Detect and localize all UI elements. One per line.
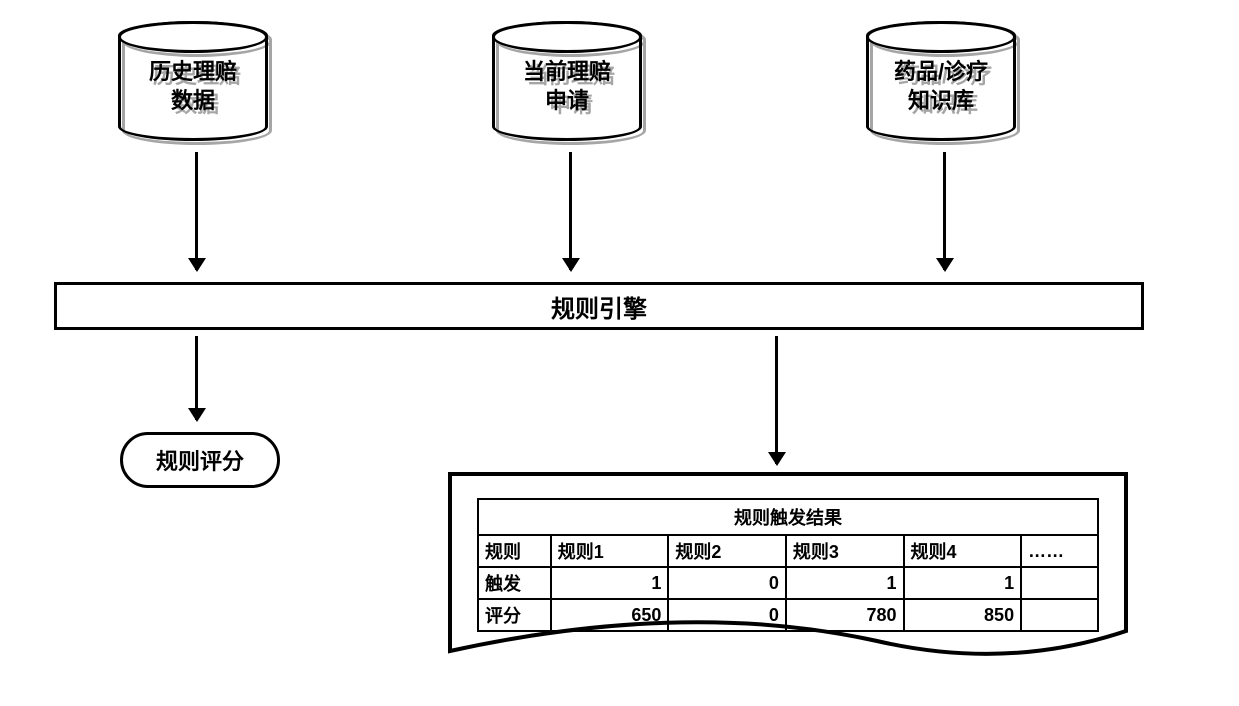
col-header: 规则: [478, 535, 551, 567]
cyl-line: 历史理赔: [149, 58, 237, 87]
rules-engine-box: 规则引擎: [54, 282, 1144, 330]
result-table-title: 规则触发结果: [477, 498, 1099, 534]
cylinder-label: 药品/诊疗 知识库: [894, 58, 988, 115]
col-header: 规则3: [786, 535, 904, 567]
cylinder-label: 历史理赔 数据: [149, 58, 237, 115]
cyl-line: 当前理赔: [523, 58, 611, 87]
table-row: 评分 650 0 780 850: [478, 599, 1098, 631]
cylinder-label: 当前理赔 申请: [523, 58, 611, 115]
col-header: ……: [1021, 535, 1098, 567]
col-header: 规则1: [551, 535, 669, 567]
row-label: 触发: [478, 567, 551, 599]
cylinder-current-claim: 当前理赔 申请: [492, 21, 642, 141]
row-label: 评分: [478, 599, 551, 631]
result-table-container: 规则触发结果 规则 规则1 规则2 规则3 规则4 …… 触发 1 0 1 1 …: [477, 498, 1099, 534]
col-header: 规则4: [904, 535, 1022, 567]
col-header: 规则2: [668, 535, 786, 567]
rules-engine-label: 规则引擎: [551, 289, 647, 324]
cell: 1: [551, 567, 669, 599]
table-row: 触发 1 0 1 1: [478, 567, 1098, 599]
result-table: 规则 规则1 规则2 规则3 规则4 …… 触发 1 0 1 1 评分 650 …: [477, 534, 1099, 632]
cell: 850: [904, 599, 1022, 631]
cell: 780: [786, 599, 904, 631]
cell: 650: [551, 599, 669, 631]
cell: 0: [668, 599, 786, 631]
cylinder-historical-data: 历史理赔 数据: [118, 21, 268, 141]
pill-label: 规则评分: [156, 444, 244, 476]
arrow-engine-to-result: [775, 336, 778, 464]
cell: 1: [786, 567, 904, 599]
cylinder-knowledge-base: 药品/诊疗 知识库: [866, 21, 1016, 141]
cell: [1021, 567, 1098, 599]
arrow-cyl3-to-engine: [943, 152, 946, 270]
cell: [1021, 599, 1098, 631]
arrow-cyl2-to-engine: [569, 152, 572, 270]
arrow-cyl1-to-engine: [195, 152, 198, 270]
cell: 0: [668, 567, 786, 599]
cell: 1: [904, 567, 1022, 599]
cyl-line: 数据: [149, 87, 237, 116]
cyl-line: 药品/诊疗: [894, 58, 988, 87]
cyl-line: 知识库: [894, 87, 988, 116]
table-header-row: 规则 规则1 规则2 规则3 规则4 ……: [478, 535, 1098, 567]
rule-score-pill: 规则评分: [120, 432, 280, 488]
arrow-engine-to-score: [195, 336, 198, 420]
cyl-line: 申请: [523, 87, 611, 116]
